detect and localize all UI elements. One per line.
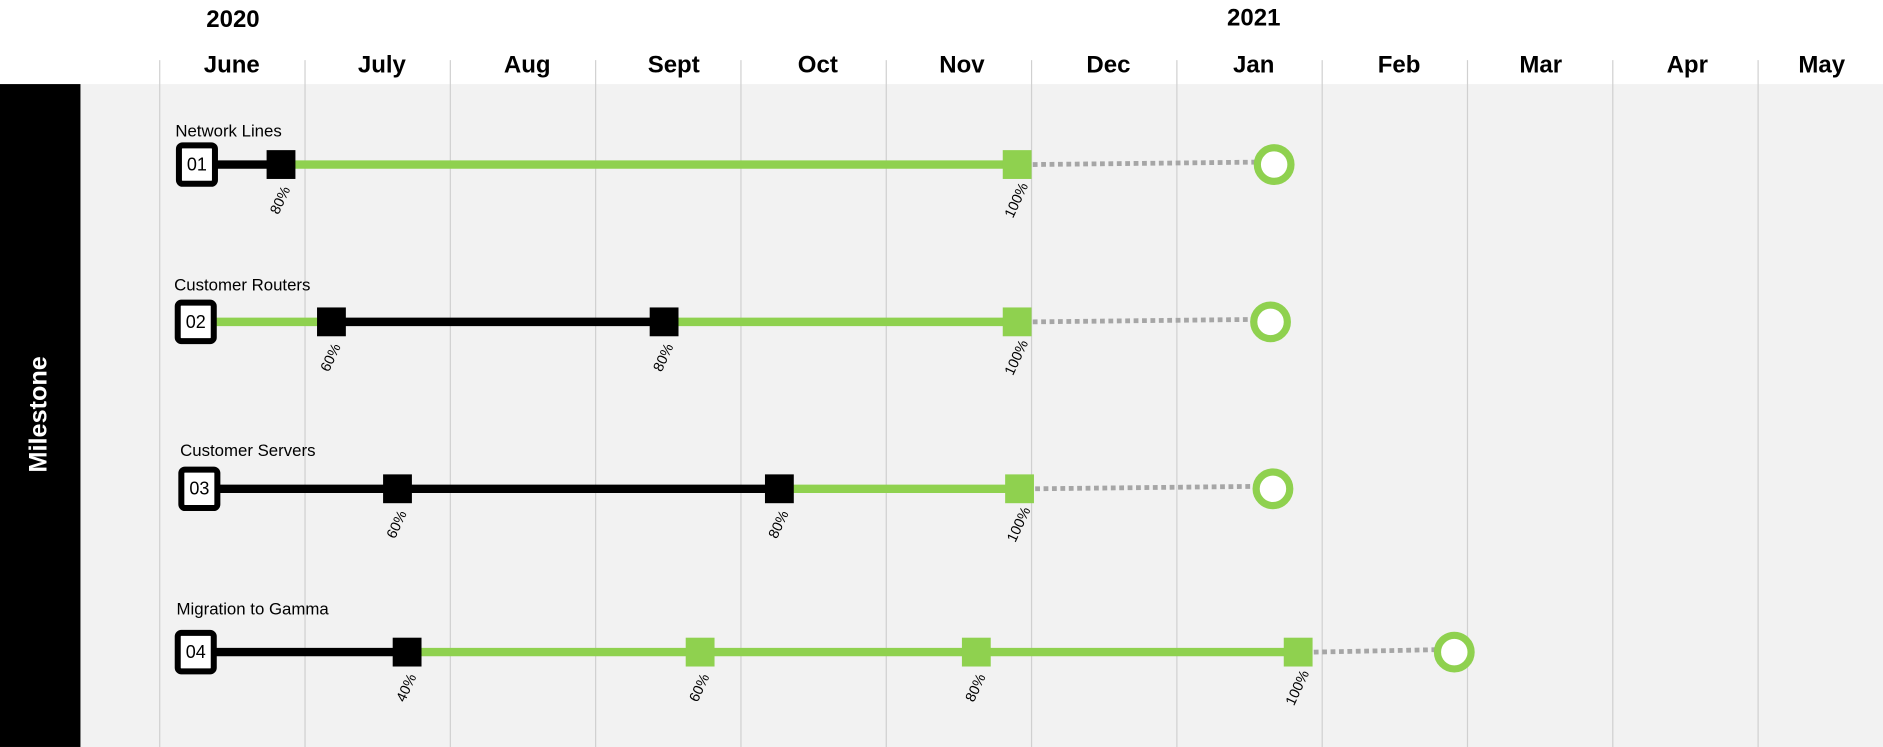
milestone-marker	[1002, 150, 1032, 179]
milestone-marker	[266, 150, 296, 179]
end-circle	[1252, 468, 1294, 510]
month-label: Sept	[648, 51, 700, 78]
row-number-box	[178, 466, 221, 512]
milestone-marker	[649, 307, 679, 337]
row-number-box	[175, 142, 218, 187]
year-label: 2020	[206, 6, 259, 33]
milestone-marker	[685, 637, 715, 667]
month-label: Nov	[939, 51, 985, 78]
remaining-line	[1032, 159, 1255, 167]
row-number-box	[174, 629, 217, 675]
milestone-marker	[764, 474, 794, 504]
row-number: 04	[186, 642, 206, 662]
end-circle	[1433, 631, 1475, 673]
month-label: Dec	[1086, 51, 1130, 78]
milestone-marker	[1002, 307, 1032, 337]
month-label: Mar	[1519, 51, 1562, 78]
month-label: Feb	[1378, 51, 1421, 78]
header-bg	[0, 0, 1883, 85]
row-number: 01	[187, 154, 207, 174]
row-title: Customer Routers	[174, 275, 310, 294]
row-number-box	[174, 299, 217, 345]
remaining-line	[1035, 483, 1254, 492]
remaining-line	[1032, 317, 1252, 325]
row-title: Network Lines	[175, 122, 281, 141]
end-circle	[1250, 301, 1291, 343]
month-label: Oct	[798, 51, 838, 78]
side-label: Milestone	[24, 356, 52, 472]
milestone-marker	[1005, 474, 1034, 504]
milestone-marker	[961, 637, 991, 667]
milestone-marker	[1283, 637, 1313, 667]
milestone-marker	[317, 307, 346, 337]
month-label: Jan	[1233, 51, 1274, 78]
month-label: July	[358, 51, 407, 78]
end-circle	[1253, 144, 1295, 185]
side-bar	[0, 84, 81, 747]
milestone-marker	[383, 474, 412, 504]
milestone-marker	[392, 637, 422, 667]
month-label: Apr	[1667, 51, 1708, 78]
row-number: 02	[186, 312, 206, 332]
row-number: 03	[189, 479, 209, 499]
row-title: Customer Servers	[180, 441, 315, 460]
year-label: 2021	[1227, 5, 1280, 32]
row-title: Migration to Gamma	[177, 600, 330, 619]
month-label: May	[1798, 51, 1845, 78]
month-label: Aug	[504, 51, 551, 78]
content-bg	[80, 84, 1883, 747]
month-label: June	[204, 51, 260, 78]
remaining-line	[1313, 647, 1436, 655]
